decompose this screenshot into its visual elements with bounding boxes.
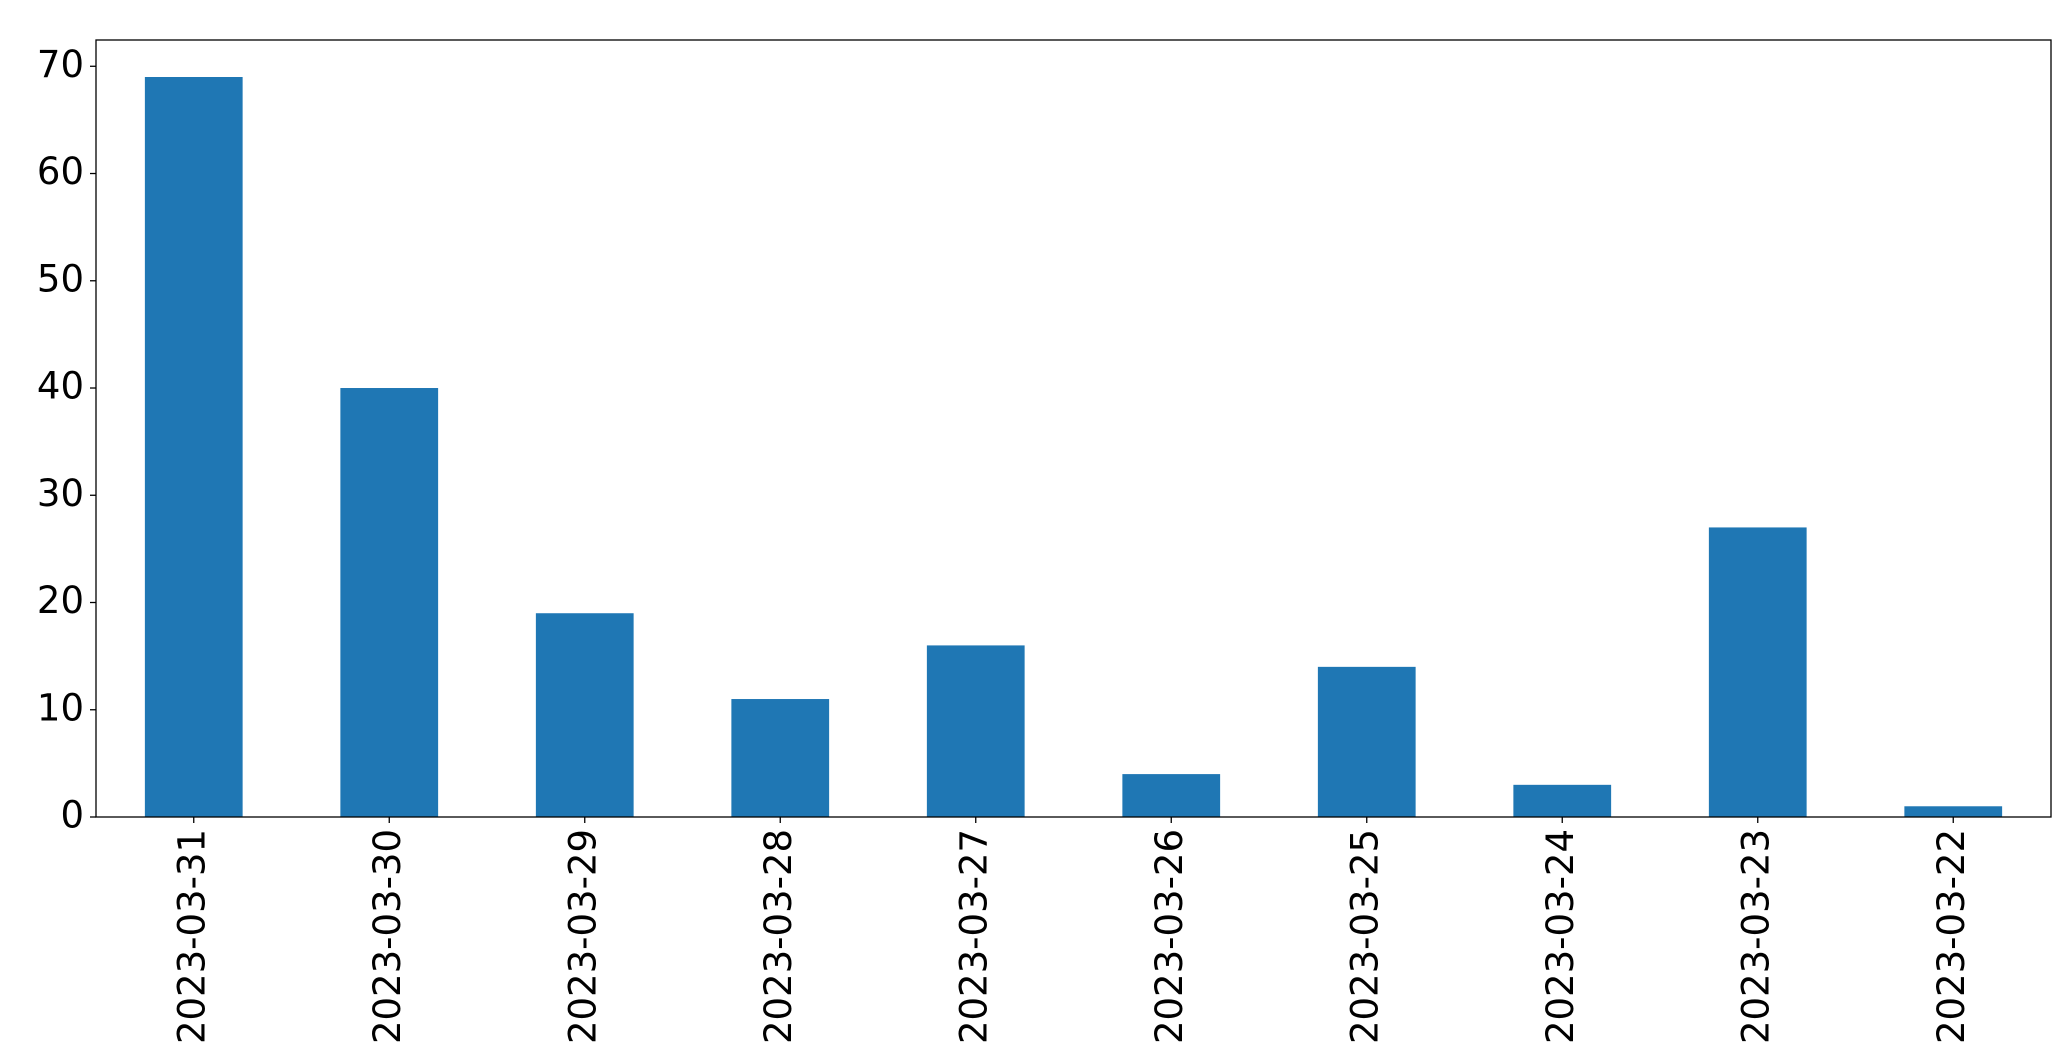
y-tick-label: 50 bbox=[37, 257, 84, 300]
y-tick-label: 20 bbox=[37, 579, 84, 622]
x-tick-label: 2023-03-29 bbox=[561, 829, 604, 1044]
plot-frame bbox=[95, 39, 2052, 818]
x-tick-label: 2023-03-24 bbox=[1539, 829, 1582, 1044]
x-tick-label: 2023-03-28 bbox=[757, 829, 800, 1044]
bar bbox=[535, 613, 634, 817]
x-tick-label: 2023-03-30 bbox=[366, 829, 409, 1044]
y-tick-label: 70 bbox=[37, 43, 84, 86]
bar bbox=[731, 699, 830, 817]
y-tick-label: 40 bbox=[37, 365, 84, 408]
y-tick-label: 10 bbox=[37, 686, 84, 729]
y-tick-label: 0 bbox=[60, 794, 84, 837]
bar bbox=[1904, 806, 2003, 817]
x-tick-label: 2023-03-22 bbox=[1930, 829, 1973, 1044]
bar bbox=[1513, 784, 1612, 817]
bar bbox=[1317, 666, 1416, 817]
bar bbox=[926, 645, 1025, 817]
x-tick-label: 2023-03-31 bbox=[170, 829, 213, 1044]
y-tick-label: 60 bbox=[37, 150, 84, 193]
x-tick-label: 2023-03-26 bbox=[1148, 829, 1191, 1044]
x-tick-label: 2023-03-23 bbox=[1734, 829, 1777, 1044]
bar bbox=[144, 77, 243, 817]
bar bbox=[1708, 527, 1807, 817]
y-tick-label: 30 bbox=[37, 472, 84, 515]
bar bbox=[340, 388, 439, 817]
bar bbox=[1122, 774, 1221, 817]
x-tick-label: 2023-03-25 bbox=[1343, 829, 1386, 1044]
x-tick-label: 2023-03-27 bbox=[952, 829, 995, 1044]
